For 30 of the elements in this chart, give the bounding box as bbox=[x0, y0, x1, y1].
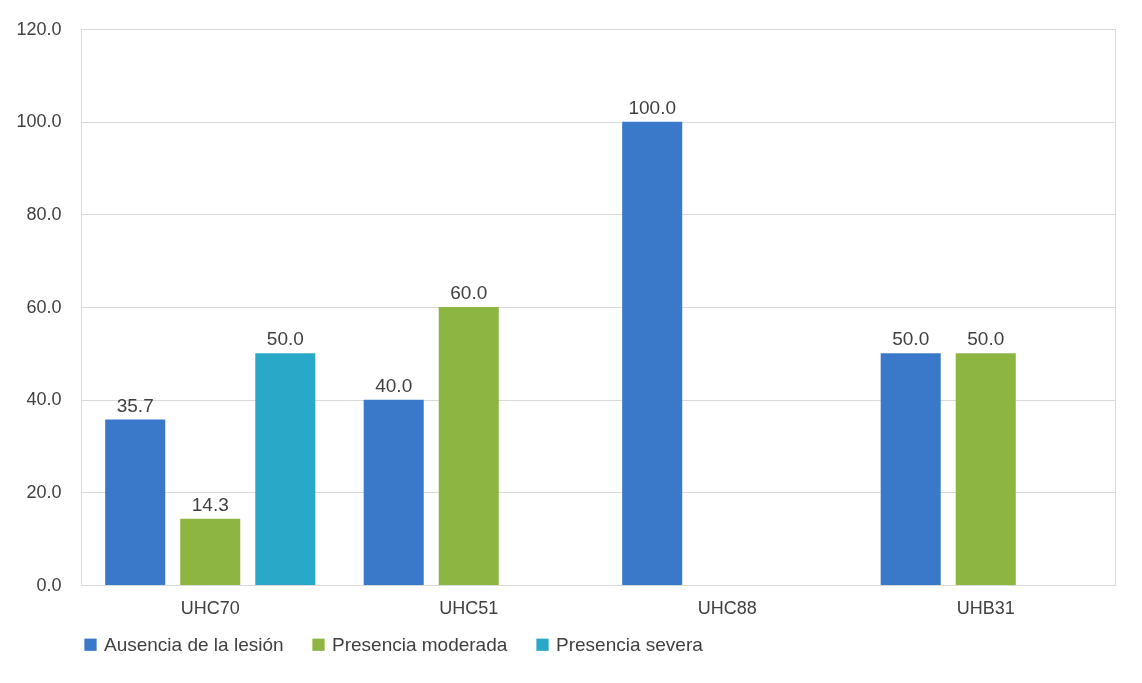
y-tick-label: 80.0 bbox=[26, 203, 62, 224]
x-tick-label: UHB31 bbox=[956, 597, 1015, 618]
data-label: 50.0 bbox=[266, 328, 304, 350]
data-label: 60.0 bbox=[450, 282, 488, 303]
y-tick-label: 60.0 bbox=[26, 296, 62, 317]
bar bbox=[255, 353, 316, 585]
y-tick-label: 100.0 bbox=[16, 111, 62, 132]
data-label: 35.7 bbox=[116, 394, 154, 416]
legend-label: Presencia severa bbox=[556, 633, 704, 655]
x-tick-label: UHC88 bbox=[697, 597, 757, 618]
y-tick-label: 0.0 bbox=[36, 574, 62, 595]
bar bbox=[955, 353, 1016, 585]
legend-label: Presencia moderada bbox=[332, 633, 508, 655]
bar bbox=[105, 419, 166, 585]
data-label: 40.0 bbox=[375, 374, 413, 396]
data-label: 14.3 bbox=[191, 493, 229, 515]
x-tick-label: UHC51 bbox=[439, 597, 499, 618]
legend-label: Ausencia de la lesión bbox=[104, 633, 284, 655]
bar bbox=[880, 353, 941, 585]
bar bbox=[180, 518, 241, 585]
y-tick-label: 40.0 bbox=[26, 389, 62, 410]
bar bbox=[438, 307, 499, 585]
y-tick-label: 20.0 bbox=[26, 481, 62, 502]
bar bbox=[363, 399, 424, 585]
y-tick-label: 120.0 bbox=[16, 18, 62, 39]
x-tick-label: UHC70 bbox=[180, 597, 240, 618]
data-label: 50.0 bbox=[892, 328, 930, 350]
bar bbox=[622, 121, 683, 585]
data-label: 100.0 bbox=[628, 96, 676, 118]
data-label: 50.0 bbox=[967, 328, 1005, 350]
